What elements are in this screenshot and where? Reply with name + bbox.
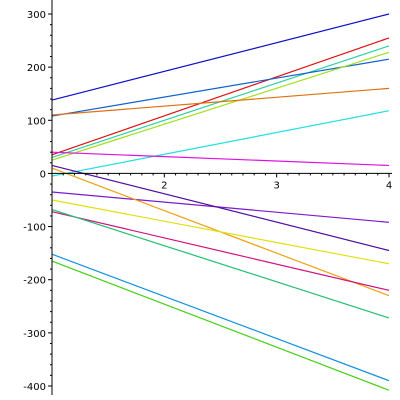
- y-tick-label--300: -300: [23, 329, 46, 340]
- y-tick-label-100: 100: [27, 116, 46, 127]
- series-line-7: [51, 110, 390, 177]
- y-tick-label-300: 300: [27, 10, 46, 21]
- y-tick-label--200: -200: [23, 276, 46, 287]
- series-line-16: [51, 260, 390, 391]
- series-line-15: [51, 253, 390, 382]
- x-tick-label-2: 2: [161, 180, 167, 191]
- x-tick-label-4: 4: [386, 180, 392, 191]
- series-line-8: [51, 151, 390, 167]
- series-line-13: [51, 211, 390, 291]
- series-line-12: [51, 199, 390, 265]
- y-tick-label-200: 200: [27, 63, 46, 74]
- y-tick-label--100: -100: [23, 223, 46, 234]
- axes: 2 3 4 300 200 100 0 -100 -200 -300 -400: [23, 0, 392, 395]
- series-line-6: [51, 87, 390, 116]
- series-line-1: [51, 13, 390, 101]
- series-layer: [51, 13, 390, 391]
- series-line-9: [51, 191, 390, 223]
- series-line-4: [51, 58, 390, 117]
- y-tick-label--400: -400: [23, 382, 46, 393]
- series-line-2: [51, 37, 390, 156]
- y-tick-label-0: 0: [40, 169, 46, 180]
- x-tick-label-3: 3: [273, 180, 279, 191]
- series-line-5: [51, 51, 390, 161]
- series-line-11: [51, 164, 390, 252]
- series-line-14: [51, 208, 390, 319]
